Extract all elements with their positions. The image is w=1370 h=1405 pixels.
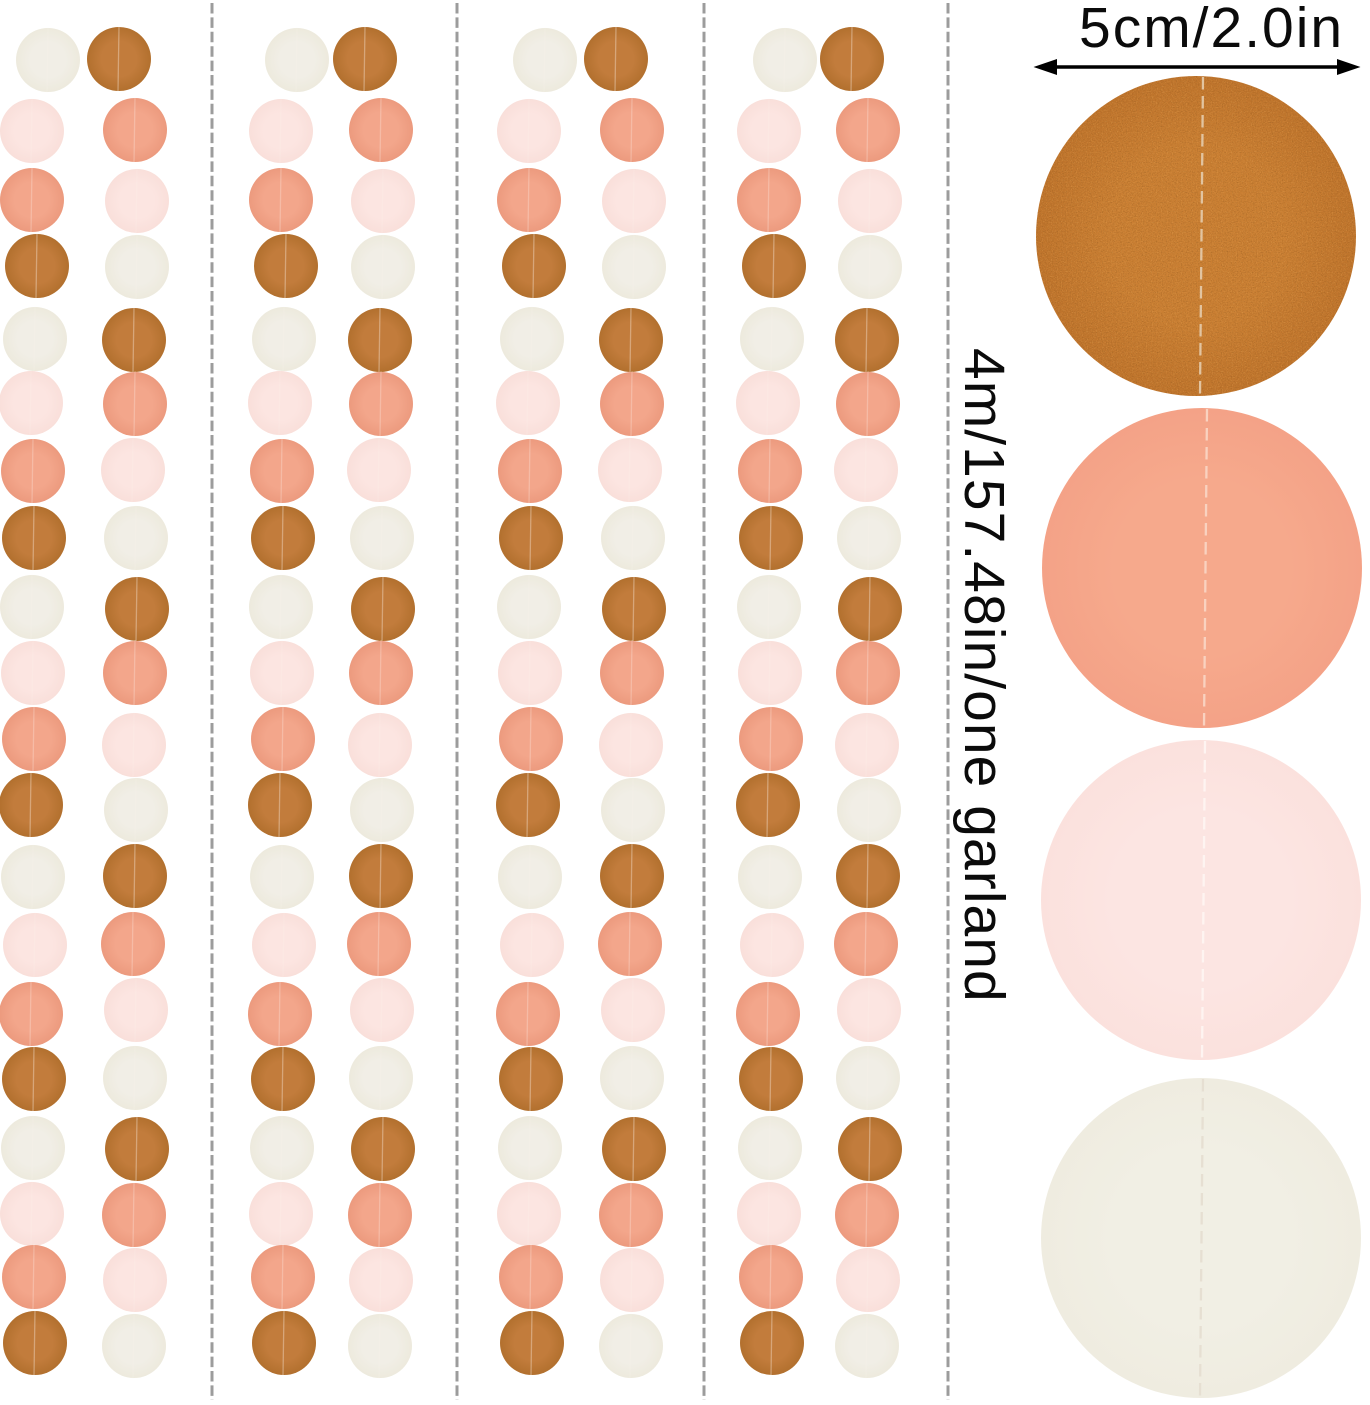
svg-text:5cm/2.0in: 5cm/2.0in bbox=[1079, 0, 1344, 60]
svg-text:4m/157.48in/one garland: 4m/157.48in/one garland bbox=[952, 348, 1016, 1003]
